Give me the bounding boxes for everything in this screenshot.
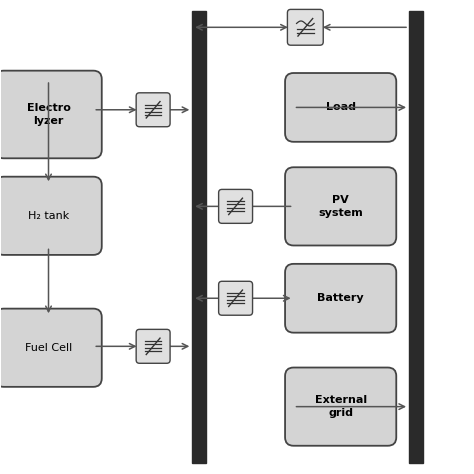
FancyBboxPatch shape: [0, 309, 102, 387]
FancyBboxPatch shape: [136, 329, 170, 363]
Bar: [409, 11, 423, 463]
FancyBboxPatch shape: [136, 93, 170, 127]
FancyBboxPatch shape: [219, 190, 253, 223]
FancyBboxPatch shape: [0, 71, 102, 158]
Text: Electro
lyzer: Electro lyzer: [27, 103, 71, 126]
Text: Battery: Battery: [318, 293, 364, 303]
FancyBboxPatch shape: [219, 281, 253, 315]
FancyBboxPatch shape: [285, 264, 396, 333]
FancyBboxPatch shape: [285, 167, 396, 246]
Text: PV
system: PV system: [319, 195, 363, 218]
FancyBboxPatch shape: [285, 367, 396, 446]
FancyBboxPatch shape: [0, 177, 102, 255]
Text: Load: Load: [326, 102, 356, 112]
Text: H₂ tank: H₂ tank: [28, 211, 69, 221]
Text: Fuel Cell: Fuel Cell: [25, 343, 72, 353]
FancyBboxPatch shape: [287, 9, 323, 45]
Bar: [192, 11, 206, 463]
Text: External
grid: External grid: [315, 395, 367, 418]
FancyBboxPatch shape: [285, 73, 396, 142]
